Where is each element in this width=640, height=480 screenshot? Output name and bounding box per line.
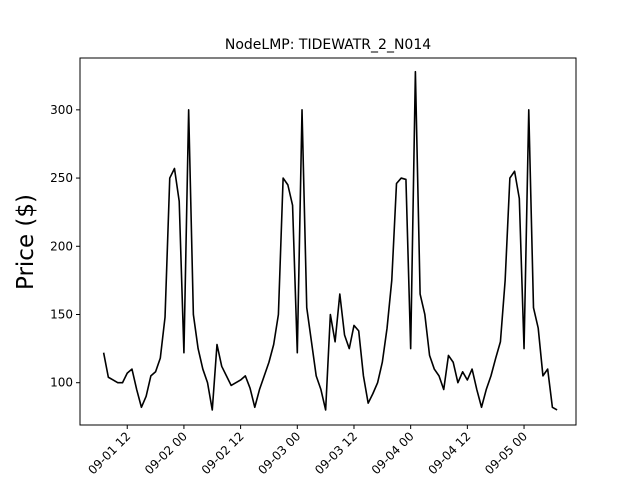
x-tick-label: 09-01 12 [85, 429, 133, 477]
x-tick-label: 09-02 00 [142, 429, 190, 477]
x-tick-label: 09-02 12 [199, 429, 247, 477]
x-tick-label: 09-05 00 [482, 429, 530, 477]
y-tick-label: 100 [50, 376, 73, 390]
x-tick-label: 09-03 00 [255, 429, 303, 477]
plot-frame [79, 57, 577, 426]
x-tick-label: 09-03 12 [312, 429, 360, 477]
y-tick-label: 200 [50, 239, 73, 253]
y-axis-label: Price ($) [13, 194, 39, 290]
chart-title: NodeLMP: TIDEWATR_2_N014 [225, 37, 431, 53]
y-tick-label: 250 [50, 171, 73, 185]
price-line [102, 70, 558, 411]
y-tick-label: 150 [50, 307, 73, 321]
y-tick-label: 300 [50, 103, 73, 117]
x-tick-label: 09-04 00 [369, 429, 417, 477]
x-tick-label: 09-04 12 [425, 429, 473, 477]
